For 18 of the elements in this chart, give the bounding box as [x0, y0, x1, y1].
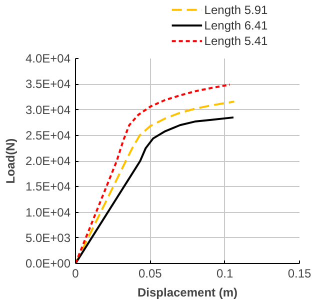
y-tick-label: 4.0E+04	[25, 52, 71, 66]
legend-label: Length 5.91	[204, 2, 268, 17]
y-tick-label: 1.5E+04	[25, 180, 71, 194]
y-tick-label: 3.5E+04	[25, 77, 71, 92]
y-tick-label: 1.0E+04	[25, 205, 71, 220]
x-tick-label: 0	[72, 266, 80, 280]
y-tick-label: 2.5E+04	[25, 128, 71, 142]
y-tick-label: 0.0E+00	[25, 256, 71, 270]
x-tick-label: 0.1	[216, 266, 234, 280]
legend-label: Length 5.41	[204, 34, 268, 48]
y-axis-title: Load(N)	[3, 138, 18, 184]
x-tick-label: 0.05	[138, 266, 162, 280]
y-tick-label: 5.0E+03	[25, 230, 71, 245]
y-tick-label: 2.0E+04	[25, 154, 71, 168]
legend-label: Length 6.41	[204, 18, 268, 32]
x-tick-label: 0.15	[288, 266, 312, 280]
x-axis-title: Displacement (m)	[137, 286, 238, 300]
y-tick-label: 3.0E+04	[25, 102, 71, 117]
